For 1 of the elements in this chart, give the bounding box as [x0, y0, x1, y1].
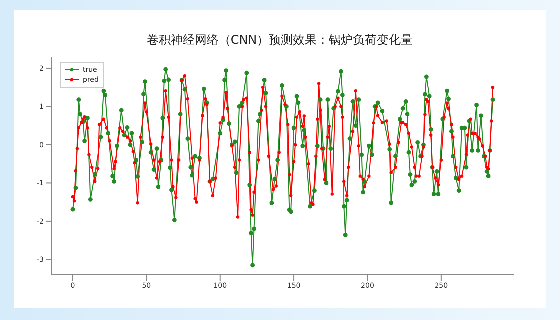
- chart-title: 卷积神经网络（CNN）预测效果：锅炉负荷变化量: [146, 32, 414, 49]
